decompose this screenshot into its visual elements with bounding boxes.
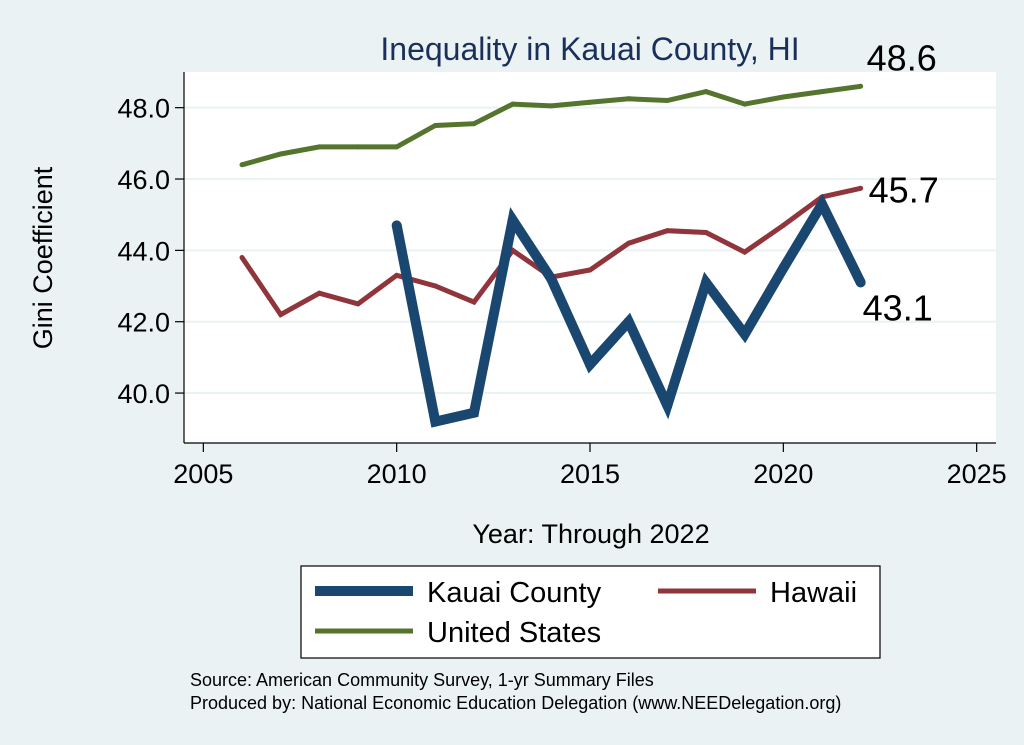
x-tick-label: 2005	[173, 459, 233, 489]
data-point-united-states	[394, 144, 400, 150]
data-point-hawaii	[742, 249, 748, 255]
data-point-united-states	[858, 83, 864, 89]
data-point-hawaii	[626, 240, 632, 246]
y-tick-label: 42.0	[117, 308, 170, 338]
data-point-hawaii	[471, 299, 477, 305]
source-line-1: Source: American Community Survey, 1-yr …	[190, 670, 654, 690]
data-point-hawaii	[587, 267, 593, 273]
y-tick-label: 44.0	[117, 236, 170, 266]
legend: Kauai County Hawaii United States	[300, 565, 881, 659]
data-point-hawaii	[239, 255, 245, 260]
y-ticks: 40.0 42.0 44.0 46.0 48.0	[117, 94, 184, 409]
data-point-united-states	[278, 151, 284, 157]
data-point-kauai-county	[817, 198, 827, 209]
data-point-united-states	[471, 121, 477, 127]
data-point-united-states	[664, 98, 670, 104]
chart-title: Inequality in Kauai County, HI	[380, 31, 799, 67]
plot-area	[184, 72, 996, 443]
data-point-kauai-county	[701, 277, 711, 288]
y-axis-title: Gini Coefficient	[28, 166, 58, 349]
data-point-united-states	[510, 101, 516, 107]
data-point-united-states	[626, 96, 632, 102]
data-point-kauai-county	[469, 407, 479, 418]
data-point-united-states	[316, 144, 322, 150]
x-tick-label: 2020	[753, 459, 813, 489]
x-tick-label: 2015	[560, 459, 620, 489]
y-tick-label: 40.0	[117, 379, 170, 409]
end-label-united-states: 48.6	[867, 37, 937, 78]
x-tick-label: 2010	[367, 459, 427, 489]
data-point-united-states	[432, 123, 438, 129]
data-point-kauai-county	[507, 215, 518, 226]
y-tick-label: 48.0	[117, 94, 170, 124]
data-point-united-states	[587, 99, 593, 105]
data-point-hawaii	[394, 272, 400, 278]
data-point-hawaii	[355, 301, 361, 307]
legend-box	[300, 565, 881, 659]
y-tick-label: 46.0	[117, 165, 170, 195]
data-point-hawaii	[703, 230, 709, 236]
data-point-united-states	[819, 89, 825, 95]
grid	[184, 106, 996, 395]
data-point-kauai-county	[855, 277, 866, 288]
data-point-hawaii	[780, 222, 786, 228]
x-ticks: 2005 2010 2015 2020 2025	[173, 443, 1007, 489]
data-point-hawaii	[316, 290, 322, 296]
data-point-kauai-county	[546, 273, 557, 284]
data-point-kauai-county	[430, 416, 441, 427]
legend-label-us: United States	[427, 617, 601, 649]
data-point-kauai-county	[623, 316, 634, 327]
data-point-kauai-county	[739, 329, 750, 340]
data-point-hawaii	[664, 228, 670, 234]
series-group: 43.1 45.7 48.6	[239, 37, 939, 428]
data-point-kauai-county	[778, 263, 789, 274]
data-point-hawaii	[432, 283, 438, 289]
legend-label-hawaii: Hawaii	[770, 577, 857, 609]
source-line-2: Produced by: National Economic Education…	[190, 693, 841, 713]
data-point-kauai-county	[585, 359, 595, 370]
data-point-kauai-county	[662, 400, 673, 411]
data-point-hawaii	[858, 185, 864, 191]
x-axis-title: Year: Through 2022	[472, 519, 709, 549]
data-point-hawaii	[278, 312, 284, 318]
legend-label-kauai: Kauai County	[427, 577, 602, 609]
data-point-united-states	[742, 101, 748, 107]
data-point-united-states	[355, 144, 361, 150]
data-point-united-states	[703, 89, 709, 95]
data-point-united-states	[780, 94, 786, 100]
end-label-kauai-county: 43.1	[863, 287, 933, 328]
data-point-kauai-county	[391, 220, 402, 231]
end-label-hawaii: 45.7	[869, 169, 939, 210]
data-point-united-states	[239, 162, 245, 168]
data-point-united-states	[548, 103, 554, 109]
x-tick-label: 2025	[947, 459, 1007, 489]
